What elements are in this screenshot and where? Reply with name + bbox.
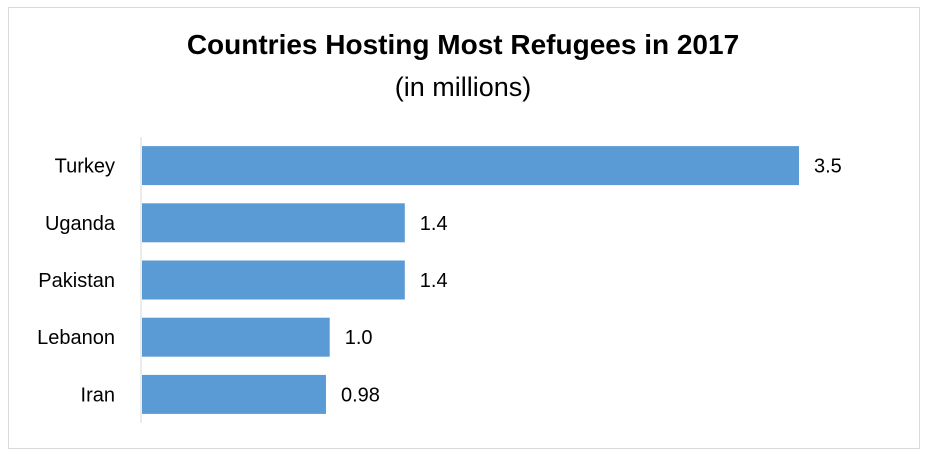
bar-uganda xyxy=(142,203,405,243)
bar-turkey xyxy=(142,146,799,186)
category-label-pakistan: Pakistan xyxy=(38,270,115,292)
value-label-iran: 0.98 xyxy=(341,384,380,406)
category-label-lebanon: Lebanon xyxy=(37,327,115,349)
chart-subtitle: (in millions) xyxy=(394,72,532,102)
bar-iran xyxy=(142,374,326,414)
category-label-turkey: Turkey xyxy=(55,156,115,178)
value-label-pakistan: 1.4 xyxy=(420,270,448,292)
value-label-uganda: 1.4 xyxy=(420,213,448,235)
category-label-iran: Iran xyxy=(81,384,115,406)
value-label-turkey: 3.5 xyxy=(814,156,842,178)
chart-title: Countries Hosting Most Refugees in 2017 xyxy=(186,29,740,60)
bar-lebanon xyxy=(142,317,330,357)
value-label-lebanon: 1.0 xyxy=(345,327,373,349)
bar-pakistan xyxy=(142,260,405,300)
category-label-uganda: Uganda xyxy=(45,213,116,235)
